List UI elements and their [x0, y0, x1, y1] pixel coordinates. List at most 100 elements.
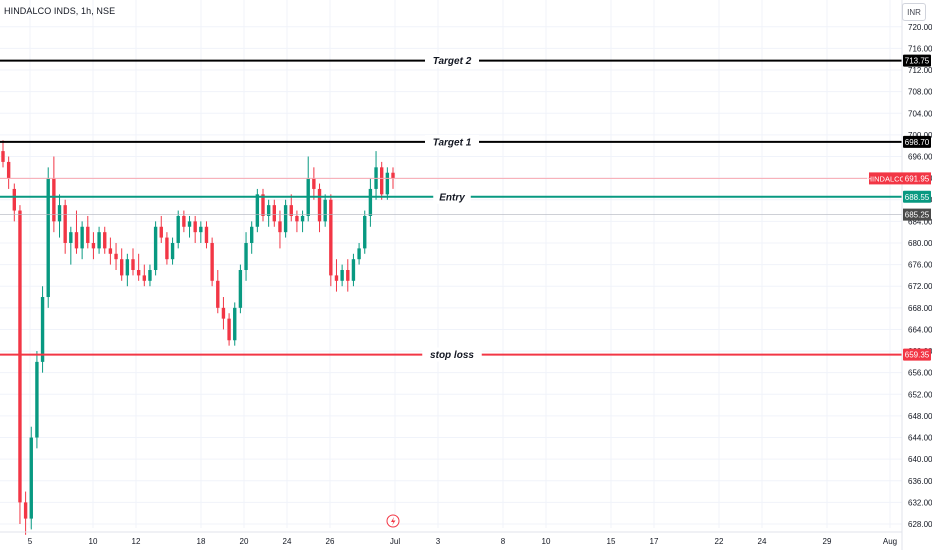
price-tick-label: 644.00 — [908, 434, 932, 443]
candle-body — [255, 194, 260, 227]
candle-body — [216, 280, 220, 308]
price-tick-label: 700.00 — [908, 131, 932, 140]
time-tick-label: 5 — [28, 537, 33, 546]
price-tick-label: 636.00 — [908, 477, 932, 486]
level-price-tag-text: 659.35 — [905, 351, 930, 360]
reference-price-tag-text: 685.25 — [905, 211, 930, 220]
time-tick-label: 15 — [607, 537, 616, 546]
price-tick-label: 684.00 — [908, 217, 932, 226]
candle-body — [165, 237, 169, 260]
price-tick-label: 716.00 — [908, 44, 932, 53]
candle-body — [40, 297, 45, 362]
time-tick-label: 24 — [283, 537, 292, 546]
price-tick-label: 696.00 — [908, 153, 932, 162]
candle-body — [159, 226, 163, 238]
level-price-tag-text: 698.70 — [905, 138, 930, 147]
candle-body — [295, 215, 299, 222]
candle-body — [289, 205, 293, 216]
candle-body — [385, 172, 390, 195]
candle-body — [35, 361, 39, 438]
price-tags: 713.75 698.70 688.55 659.35 HINDALCO 691.95 68… — [867, 54, 931, 361]
candle-body — [244, 242, 248, 270]
candle-body — [351, 259, 356, 281]
candle-body — [114, 253, 118, 260]
time-tick-label: Aug — [883, 537, 897, 546]
candle-body — [380, 167, 384, 195]
candle-body — [300, 215, 305, 222]
time-tick-label: 29 — [823, 537, 832, 546]
grid — [0, 0, 902, 528]
candle-body — [204, 226, 209, 243]
candle-body — [29, 437, 33, 519]
candle-body — [12, 188, 16, 211]
time-tick-label: 17 — [650, 537, 659, 546]
candle-body — [153, 226, 158, 270]
candle-body — [323, 199, 327, 222]
price-tick-label: 720.00 — [908, 23, 932, 32]
level-price-tag-text: 688.55 — [905, 193, 930, 202]
candle-body — [199, 226, 203, 233]
level-label-bg — [425, 134, 479, 149]
candle-body — [233, 307, 237, 341]
last-price-tag-text: 691.95 — [905, 174, 930, 183]
level-price-tag-text: 713.75 — [905, 57, 930, 66]
candle-body — [46, 178, 50, 298]
candle-body — [346, 270, 350, 281]
candle-body — [148, 270, 152, 281]
time-axis[interactable]: 5 10 12 18 20 24 26 Jul 3 8 10 15 17 22 24 29 Aug — [0, 531, 902, 546]
time-tick-label: 24 — [758, 537, 767, 546]
candle-body — [312, 178, 316, 189]
candle-body — [69, 232, 73, 243]
candle-body — [357, 248, 361, 260]
candle-body — [283, 205, 288, 233]
time-tick-label: 22 — [715, 537, 724, 546]
candle-body — [221, 307, 226, 319]
candle-body — [227, 318, 231, 341]
candle-body — [18, 210, 22, 503]
level-label: stop loss — [430, 350, 474, 361]
candle-body — [103, 232, 107, 249]
price-axis[interactable]: 720.00 716.00 712.00 708.00 704.00 700.00 696.… — [901, 0, 932, 550]
candle-body — [368, 188, 373, 216]
time-tick-label: 12 — [132, 537, 141, 546]
candle-body — [182, 215, 186, 227]
candles — [1, 140, 395, 535]
candle-body — [334, 275, 339, 281]
candle-body — [250, 226, 254, 243]
candle-body — [363, 215, 367, 249]
candle-body — [170, 242, 175, 260]
level-price-tag — [903, 348, 931, 361]
candle-body — [272, 205, 276, 222]
candle-body — [210, 242, 214, 281]
flash-icon[interactable] — [386, 514, 400, 528]
time-tick-label: 10 — [89, 537, 98, 546]
symbol-tag-text: HINDALCO — [867, 174, 906, 183]
price-tick-label: 668.00 — [908, 304, 932, 313]
level-label: Target 1 — [433, 137, 472, 148]
candle-body — [23, 502, 28, 519]
price-tick-label: 628.00 — [908, 520, 932, 529]
candle-body — [86, 226, 90, 243]
level-label-bg — [422, 347, 482, 362]
candle-body — [266, 205, 271, 216]
candle-body — [142, 275, 146, 281]
price-tick-label: 712.00 — [908, 66, 932, 75]
candle-body — [278, 221, 282, 233]
time-tick-label: 20 — [240, 537, 249, 546]
level-label-bg — [425, 53, 479, 68]
candle-body — [193, 221, 197, 233]
candle-body — [131, 259, 135, 270]
price-tick-label: 672.00 — [908, 282, 932, 291]
candle-body — [1, 151, 5, 162]
price-tick-label: 648.00 — [908, 412, 932, 421]
level-label: Target 2 — [433, 56, 472, 67]
candle-body — [120, 259, 124, 276]
candle-body — [125, 259, 130, 276]
candle-body — [6, 161, 11, 179]
candle-body — [57, 205, 62, 222]
currency-button[interactable]: INR — [902, 3, 926, 21]
candle-body — [391, 172, 395, 179]
last-price-tag — [903, 172, 931, 185]
